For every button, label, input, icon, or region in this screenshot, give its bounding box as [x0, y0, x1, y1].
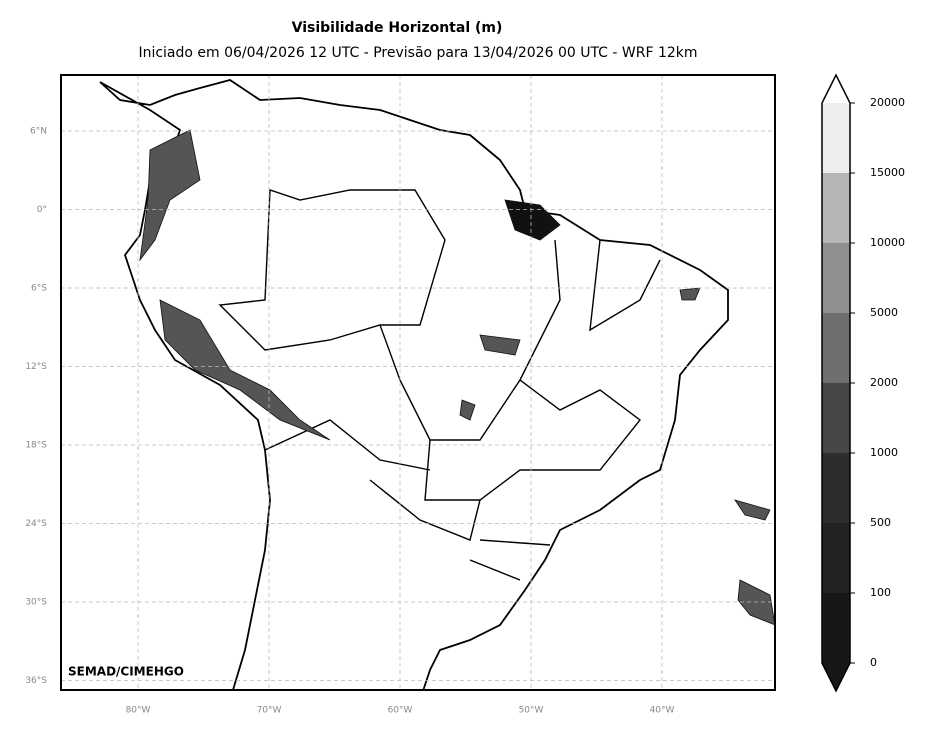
colorbar-segment — [822, 523, 850, 593]
lat-label: 24°S — [25, 519, 47, 529]
colorbar-segment — [822, 103, 850, 173]
colorbar-segment — [822, 313, 850, 383]
map — [99, 79, 775, 690]
colorbar-segment — [822, 593, 850, 663]
colorbar-segment — [822, 173, 850, 243]
colorbar-segment — [822, 453, 850, 523]
credit: SEMAD/CIMEHGO — [68, 665, 184, 679]
lat-label: 6°N — [30, 127, 47, 137]
title: Visibilidade Horizontal (m) — [292, 20, 503, 36]
colorbar-label: 500 — [870, 516, 891, 529]
lon-label: 40°W — [650, 706, 675, 716]
colorbar-label: 20000 — [870, 96, 905, 109]
colorbar-label: 15000 — [870, 166, 905, 179]
colorbar-extend-low — [822, 663, 850, 691]
map-frame — [60, 74, 776, 691]
lon-label: 50°W — [519, 706, 544, 716]
colorbar-segment — [822, 243, 850, 313]
subtitle: Iniciado em 06/04/2026 12 UTC - Previsão… — [138, 45, 697, 61]
graticule: 80°W 70°W 60°W 50°W 40°W 6°N 0° 6°S 12°S 18°S 24°S… — [25, 75, 775, 716]
colorbar-label: 5000 — [870, 306, 898, 319]
visibility-patches — [139, 129, 775, 626]
colorbar-label: 2000 — [870, 376, 898, 389]
colorbar-extend-high — [822, 75, 850, 103]
lon-label: 80°W — [126, 706, 151, 716]
lon-label: 60°W — [388, 706, 413, 716]
colorbar-segment — [822, 383, 850, 453]
lat-label: 0° — [37, 205, 47, 215]
lat-label: 6°S — [31, 284, 47, 294]
colorbar-label: 10000 — [870, 236, 905, 249]
lon-label: 70°W — [257, 706, 282, 716]
colorbar-label: 100 — [870, 586, 891, 599]
lat-label: 12°S — [25, 362, 47, 372]
continent — [99, 79, 729, 690]
lat-label: 36°S — [25, 676, 47, 686]
lat-label: 18°S — [25, 441, 47, 451]
colorbar-label: 0 — [870, 656, 877, 669]
colorbar-label: 1000 — [870, 446, 898, 459]
colorbar: 0 100 500 1000 2000 5000 10000 15000 20000 — [821, 73, 905, 693]
lat-label: 30°S — [25, 598, 47, 608]
